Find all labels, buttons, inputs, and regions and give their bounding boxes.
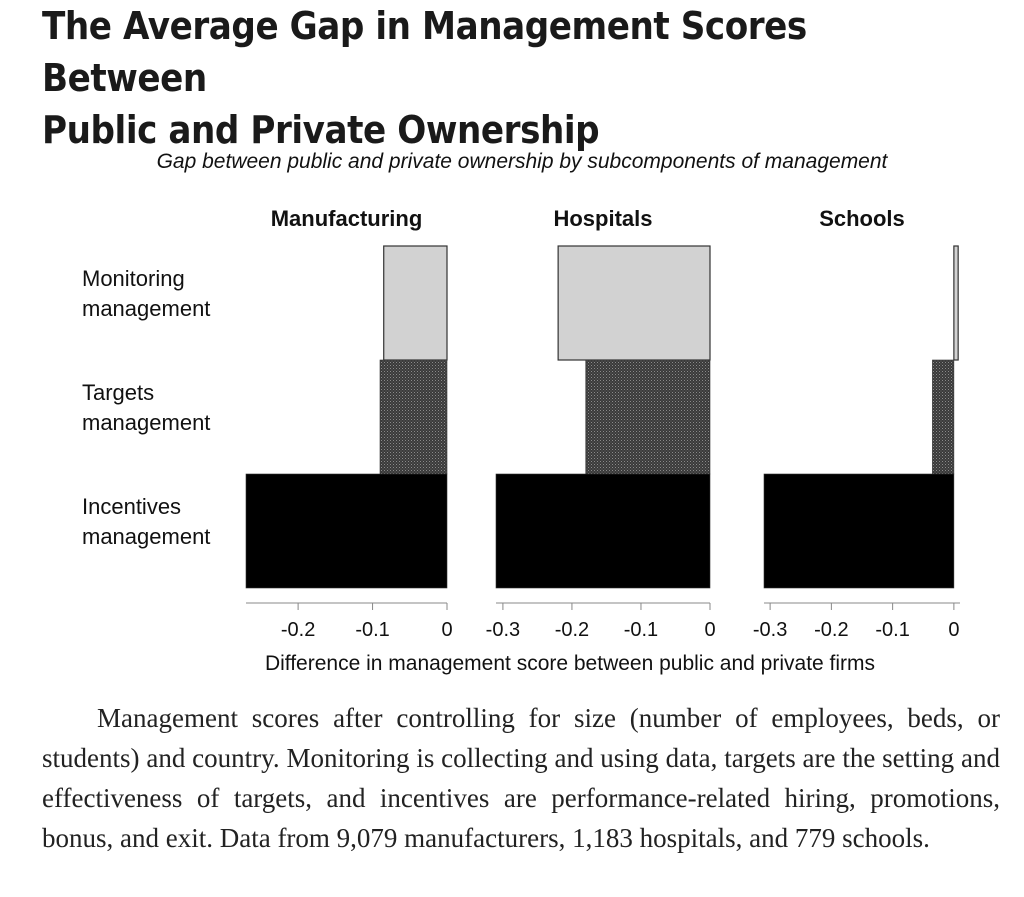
x-tick-label: 0 [441, 619, 452, 641]
panel-title: Manufacturing [271, 206, 423, 231]
bar [932, 359, 955, 475]
x-tick-label: -0.1 [875, 619, 909, 641]
bar [763, 473, 955, 589]
category-label: Targets management [82, 380, 210, 435]
panel-schools: Schools -0.3 -0.2 -0.1 0 [753, 206, 960, 641]
x-tick-label: -0.2 [281, 619, 315, 641]
bar [379, 359, 448, 475]
x-tick-label: -0.1 [355, 619, 389, 641]
figure-caption: Management scores after controlling for … [42, 703, 1000, 853]
x-tick-label: -0.2 [555, 619, 589, 641]
x-tick-label: 0 [704, 619, 715, 641]
title-line-1: The Average Gap in Management Scores Bet… [42, 4, 807, 100]
panel-title: Hospitals [553, 206, 652, 231]
bar [953, 245, 959, 361]
title-line-2: Public and Private Ownership [42, 108, 600, 152]
page-title: The Average Gap in Management Scores Bet… [42, 0, 906, 156]
bar [585, 359, 711, 475]
category-label: Incentives management [82, 494, 210, 549]
x-tick-label: 0 [948, 619, 959, 641]
chart-subtitle: Gap between public and private ownership… [157, 150, 889, 173]
bar [495, 473, 711, 589]
bar [383, 245, 448, 361]
panel-hospitals: Hospitals -0.3 -0.2 -0.1 0 [486, 206, 716, 641]
management-gap-chart: Gap between public and private ownership… [82, 150, 960, 675]
panel-title: Schools [819, 206, 905, 231]
x-tick-label: -0.1 [624, 619, 658, 641]
x-tick-label: -0.3 [486, 619, 520, 641]
category-label: Monitoring management [82, 266, 210, 321]
x-tick-label: -0.2 [814, 619, 848, 641]
x-tick-label: -0.3 [753, 619, 787, 641]
x-axis-label: Difference in management score between p… [265, 652, 875, 675]
bar [245, 473, 448, 589]
panel-manufacturing: Manufacturing -0.2 -0.1 0 [245, 206, 453, 641]
bar [557, 245, 711, 361]
